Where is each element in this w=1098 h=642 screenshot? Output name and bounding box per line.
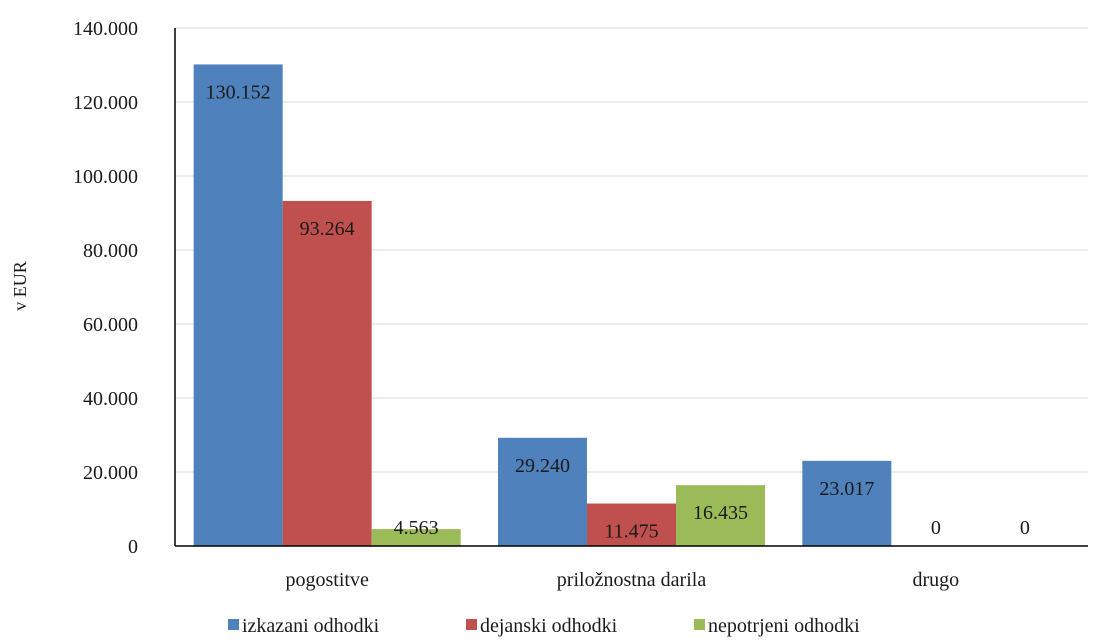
- data-label: 29.240: [515, 455, 570, 477]
- legend-swatch: [228, 619, 239, 630]
- x-category-label: drugo: [912, 569, 959, 591]
- bar-0-1: [282, 200, 372, 546]
- legend-swatch: [694, 619, 705, 630]
- data-label: 0: [931, 517, 941, 539]
- x-axis-categories: pogostitve priložnostna darila drugo: [285, 569, 959, 591]
- data-label: 16.435: [693, 502, 748, 524]
- legend: izkazani odhodki dejanski odhodki nepotrje…: [228, 615, 860, 637]
- data-label: 130.152: [206, 81, 271, 103]
- bar-0-0: [193, 64, 283, 547]
- y-tick-label: 40.000: [83, 388, 138, 410]
- y-axis-ticks: 0 20.000 40.000 60.000 80.000 100.000 120.000 1…: [73, 18, 138, 558]
- y-axis-title: v EUR: [10, 261, 30, 311]
- bar-2-0: [802, 460, 892, 546]
- y-tick-label: 120.000: [73, 92, 138, 114]
- legend-label: izkazani odhodki: [242, 615, 380, 637]
- bar-1-0: [498, 437, 587, 546]
- data-label: 23.017: [819, 478, 874, 500]
- y-tick-label: 100.000: [73, 166, 138, 188]
- bar-0-2: [371, 529, 461, 546]
- data-label: 11.475: [604, 521, 658, 543]
- data-label: 4.563: [394, 517, 439, 539]
- bars: [193, 64, 892, 547]
- data-label: 93.264: [300, 218, 355, 240]
- y-tick-label: 20.000: [83, 462, 138, 484]
- y-tick-label: 60.000: [83, 314, 138, 336]
- data-labels: 130.152 93.264 4.563 29.240 11.475 16.435 23.0…: [206, 81, 1030, 542]
- x-category-label: pogostitve: [285, 569, 368, 591]
- bar-1-1: [587, 503, 676, 546]
- data-label: 0: [1020, 517, 1030, 539]
- legend-label: dejanski odhodki: [480, 615, 618, 637]
- y-tick-label: 80.000: [83, 240, 138, 262]
- bar-1-2: [676, 485, 765, 546]
- legend-label: nepotrjeni odhodki: [708, 615, 860, 637]
- x-category-label: priložnostna darila: [557, 569, 707, 591]
- y-tick-label: 140.000: [73, 18, 138, 40]
- legend-swatch: [466, 619, 477, 630]
- y-tick-label: 0: [128, 536, 138, 558]
